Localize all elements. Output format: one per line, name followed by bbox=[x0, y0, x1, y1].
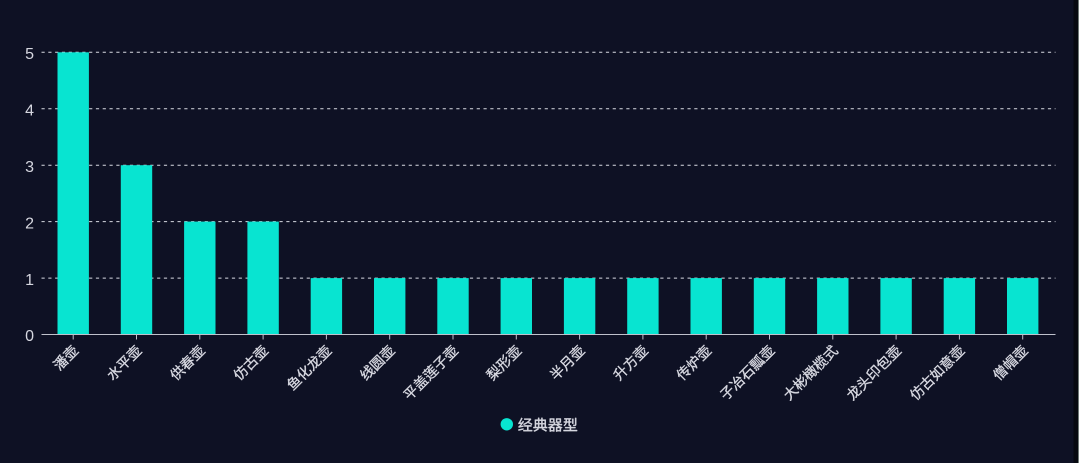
svg-text:3: 3 bbox=[25, 159, 34, 176]
svg-text:2: 2 bbox=[25, 215, 34, 232]
svg-text:4: 4 bbox=[25, 102, 34, 119]
svg-text:5: 5 bbox=[25, 46, 34, 63]
svg-text:0: 0 bbox=[25, 328, 34, 345]
svg-text:1: 1 bbox=[25, 272, 34, 289]
